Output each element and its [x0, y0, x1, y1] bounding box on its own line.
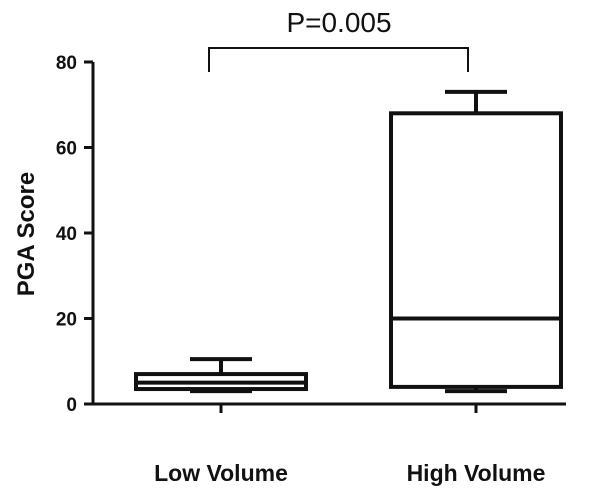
y-tick-label: 20 — [56, 310, 77, 331]
box-iqr — [389, 111, 563, 389]
box-low-volume — [134, 357, 308, 394]
significance-bracket — [208, 47, 469, 72]
x-category-label: High Volume — [407, 460, 546, 486]
y-tick-label: 40 — [56, 224, 77, 245]
y-tick-label: 60 — [56, 139, 77, 160]
y-tick-label: 0 — [66, 395, 77, 416]
axes: 0 20 40 60 80 Low Volume High Volume — [56, 53, 566, 486]
p-value-annotation: P=0.005 — [286, 7, 391, 38]
y-tick-label: 80 — [56, 53, 77, 74]
y-axis-title: PGA Score — [13, 172, 40, 297]
box-high-volume — [389, 89, 563, 394]
plot-area — [134, 47, 563, 394]
labels: PGA Score P=0.005 — [13, 7, 392, 296]
x-category-label: Low Volume — [154, 460, 288, 486]
